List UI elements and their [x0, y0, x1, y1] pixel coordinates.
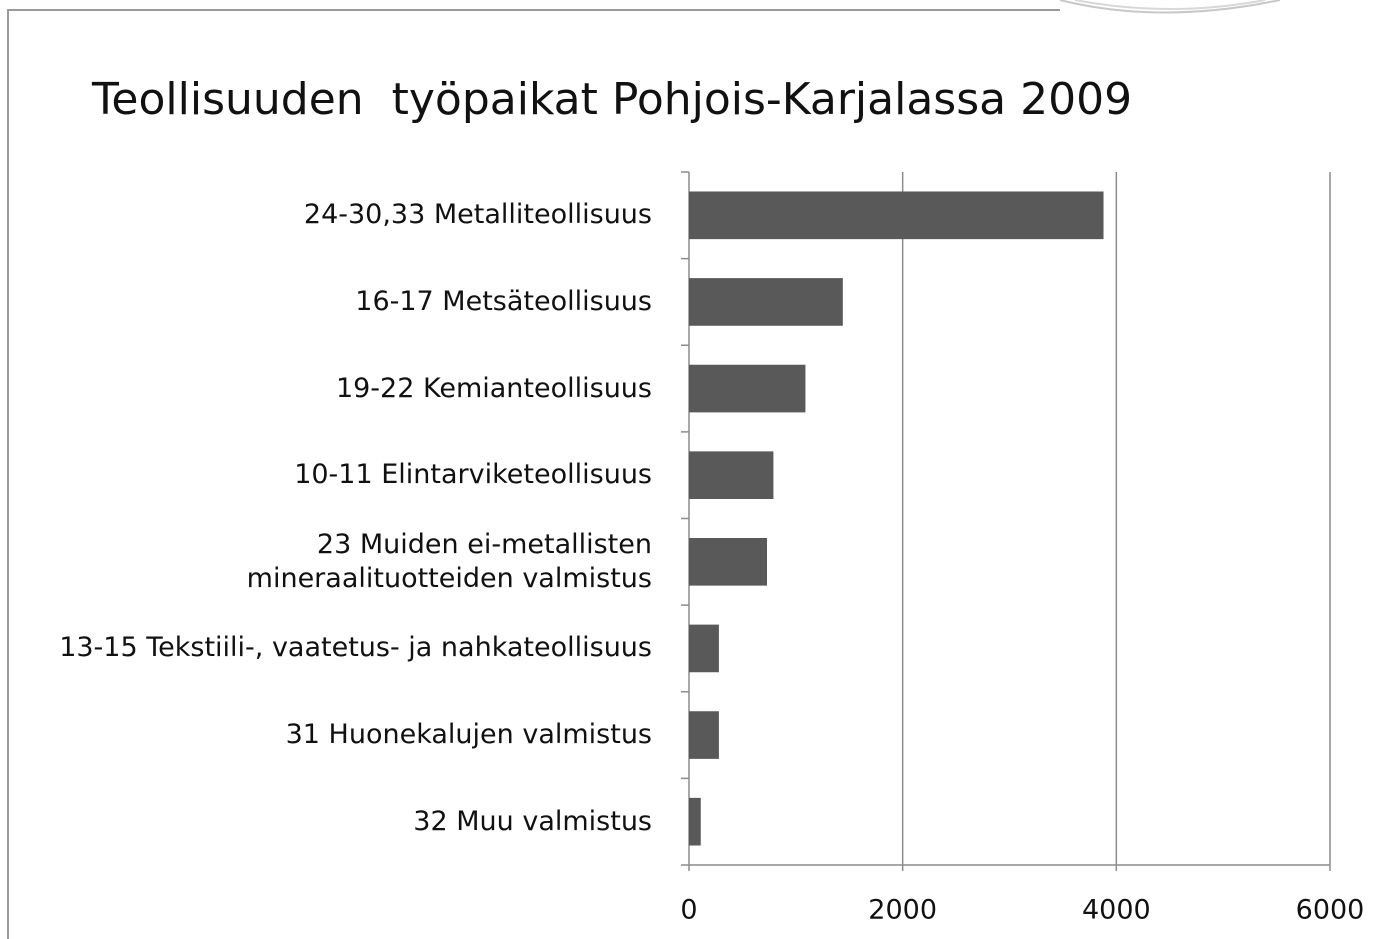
bar [689, 624, 719, 673]
x-tick-label: 6000 [1296, 895, 1365, 926]
y-tick-label: 10-11 Elintarviketeollisuus [294, 459, 652, 491]
y-tick-label: 24-30,33 Metalliteollisuus [303, 199, 652, 231]
bar [689, 191, 1104, 240]
bar [689, 364, 806, 413]
y-tick-label: 16-17 Metsäteollisuus [355, 285, 652, 317]
x-tick-label: 0 [680, 895, 697, 926]
y-tick-label: 23 Muiden ei-metallisten mineraalituotte… [246, 528, 652, 594]
y-tick-label: 32 Muu valmistus [413, 805, 652, 837]
bar [689, 711, 719, 759]
decoration [1074, 0, 1266, 10]
y-tick-label: 31 Huonekalujen valmistus [285, 719, 652, 751]
x-tick-label: 2000 [868, 895, 937, 926]
frame [7, 9, 1060, 939]
y-tick-label: 19-22 Kemianteollisuus [335, 372, 652, 404]
decoration [1059, 0, 1281, 14]
bar [689, 797, 701, 846]
x-tick-label: 4000 [1082, 895, 1151, 926]
chart-title: Teollisuuden työpaikat Pohjois-Karjalass… [92, 74, 1133, 125]
bar [689, 278, 843, 326]
y-tick-label: 13-15 Tekstiili-, vaatetus- ja nahkateol… [59, 632, 652, 664]
bar [689, 537, 767, 586]
bar [689, 451, 774, 500]
